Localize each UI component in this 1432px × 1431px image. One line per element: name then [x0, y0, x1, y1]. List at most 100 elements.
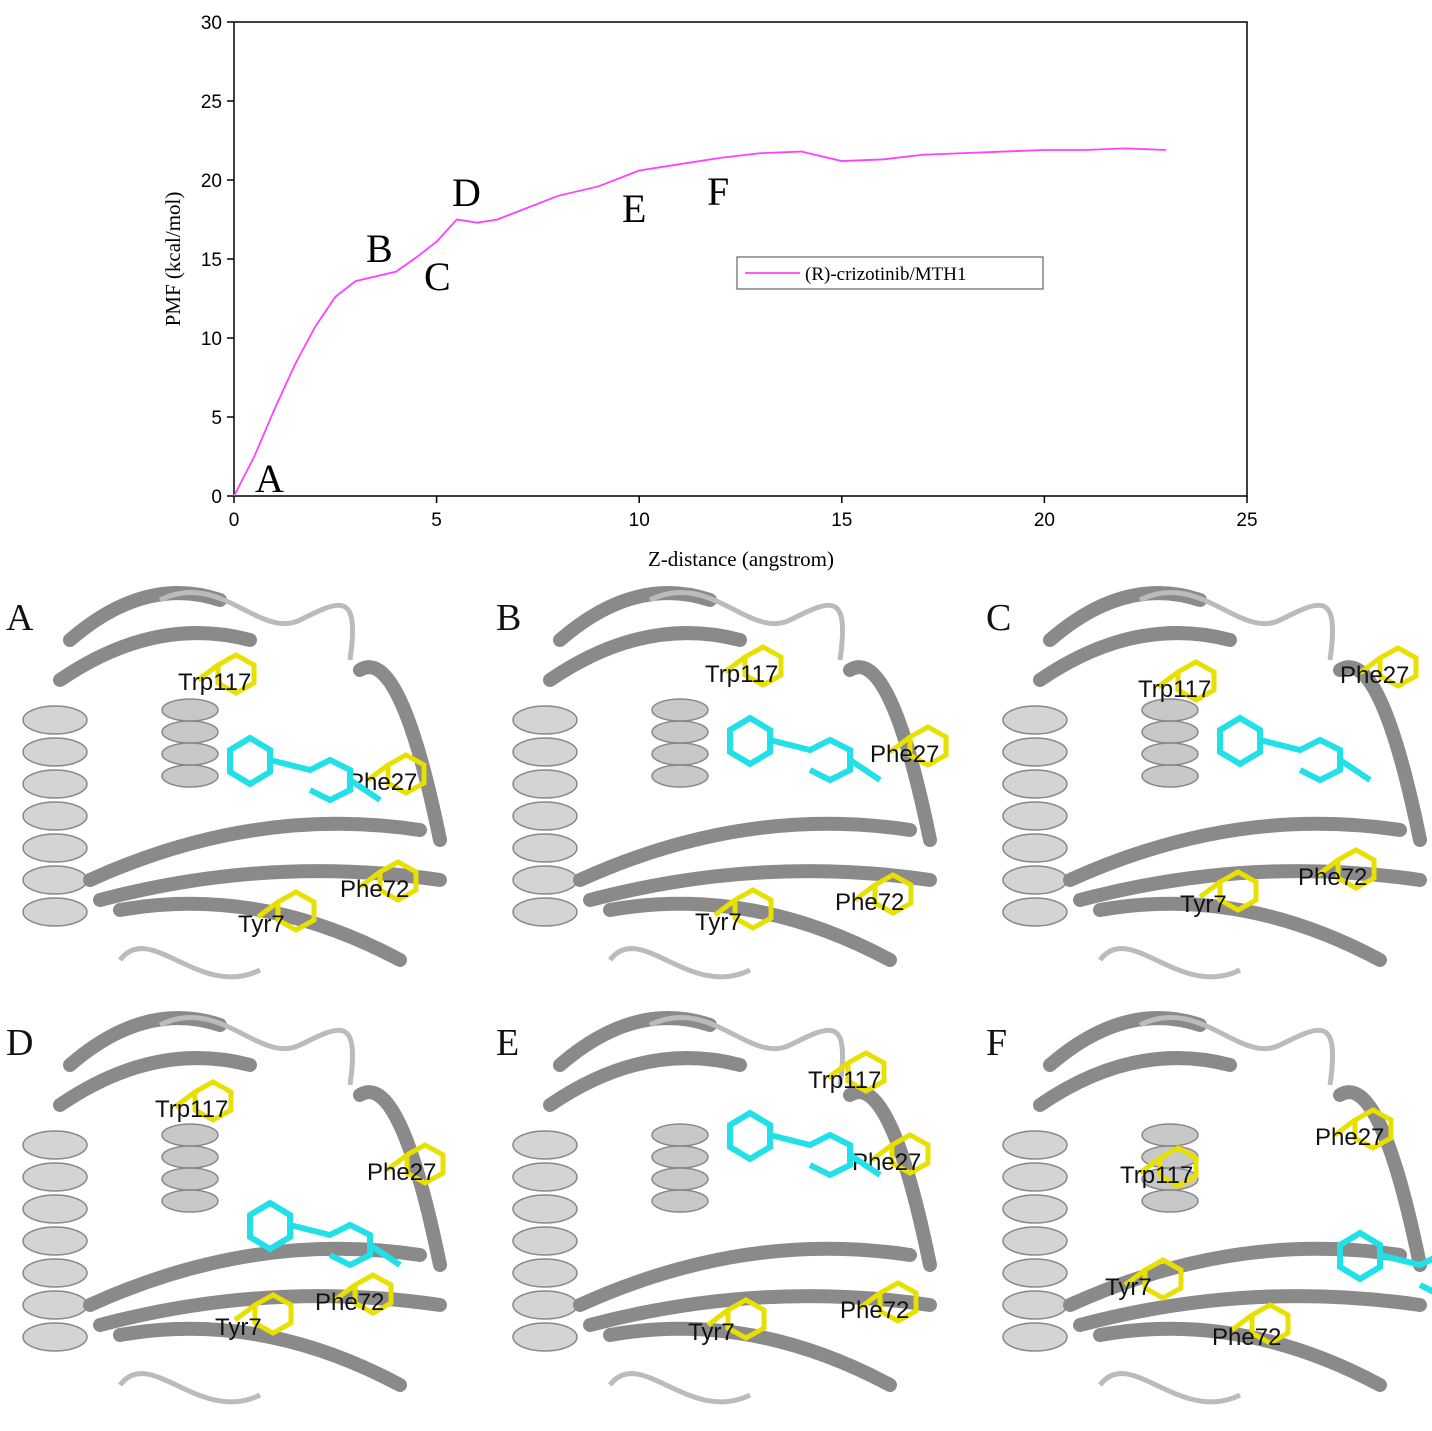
- panel-letter: D: [6, 1022, 33, 1064]
- helix-turn: [512, 833, 578, 863]
- residue-sticks: [826, 1050, 887, 1094]
- helix-turn: [22, 705, 88, 735]
- residue-sticks: [853, 872, 914, 916]
- helix-turn: [1002, 1322, 1068, 1352]
- helix-turn: [1002, 1194, 1068, 1224]
- residue-sticks: [1333, 1107, 1394, 1151]
- residue-label: Trp117: [155, 1096, 228, 1123]
- curve-annotation: E: [622, 186, 646, 231]
- residue-sticks: [1358, 645, 1419, 689]
- helix-turn: [512, 865, 578, 895]
- helix-turn: [161, 698, 219, 722]
- beta-strand: [543, 1051, 747, 1112]
- helix-turn: [651, 1189, 709, 1213]
- residue-label: Tyr7: [688, 1319, 735, 1346]
- residue-sticks: [385, 1142, 446, 1186]
- y-tick-label: 10: [201, 329, 222, 350]
- helix-turn: [161, 1189, 219, 1213]
- helix-turn: [512, 801, 578, 831]
- residue-sticks: [706, 1297, 767, 1341]
- residue-label: Tyr7: [215, 1314, 262, 1341]
- residue-sticks: [888, 724, 949, 768]
- residue-sticks: [723, 644, 784, 688]
- residue-label: Tyr7: [238, 911, 285, 938]
- residue-sticks: [366, 752, 427, 796]
- x-tick-label: 20: [1034, 510, 1055, 531]
- panel-letter: B: [496, 597, 521, 639]
- loop: [118, 946, 262, 980]
- helix-turn: [1002, 1226, 1068, 1256]
- y-tick-label: 0: [211, 487, 222, 508]
- helix-turn: [1002, 769, 1068, 799]
- y-tick-label: 15: [201, 250, 222, 271]
- y-tick-label: 20: [201, 171, 222, 192]
- helix-turn: [1141, 764, 1199, 788]
- beta-strand: [1333, 660, 1427, 847]
- helix-turn: [651, 742, 709, 766]
- residue-label: Phe72: [315, 1289, 384, 1316]
- residue-sticks: [1316, 847, 1377, 891]
- ligand-sticks: [727, 714, 882, 784]
- residue-label: Phe72: [340, 876, 409, 903]
- helix-turn: [512, 1162, 578, 1192]
- structure-panel: Phe27 Trp117 Tyr7 Phe72 F: [980, 1005, 1432, 1430]
- helix-turn: [1141, 720, 1199, 744]
- helix-turn: [512, 1130, 578, 1160]
- ligand-sticks: [1217, 714, 1372, 784]
- residue-label: Trp117: [808, 1067, 881, 1094]
- panel-letter: F: [986, 1022, 1007, 1064]
- beta-strand: [843, 1085, 937, 1272]
- residue-sticks: [713, 887, 774, 931]
- helix-turn: [22, 897, 88, 927]
- beta-strand: [1063, 1241, 1407, 1312]
- helix-turn: [161, 764, 219, 788]
- beta-strand: [1073, 1289, 1427, 1332]
- helix-turn: [22, 1130, 88, 1160]
- helix-turn: [512, 1290, 578, 1320]
- residue-label: Phe27: [1315, 1124, 1384, 1151]
- residue-sticks: [358, 859, 419, 903]
- curve-annotation: B: [366, 226, 393, 271]
- structure-panel: Trp117 Phe27 Phe72 Tyr7 A: [0, 580, 477, 1005]
- beta-strand: [843, 660, 937, 847]
- y-tick-label: 30: [201, 13, 222, 34]
- helix-turn: [22, 737, 88, 767]
- helix-turn: [512, 1322, 578, 1352]
- residue-sticks: [173, 1079, 234, 1123]
- helix-turn: [22, 1162, 88, 1192]
- residue-label: Phe72: [1212, 1324, 1281, 1351]
- helix-turn: [1141, 742, 1199, 766]
- residue-sticks: [870, 1132, 931, 1176]
- structure-panel: Trp117 Phe27 Phe72 Tyr7 C: [980, 580, 1432, 1005]
- helix-turn: [22, 1322, 88, 1352]
- beta-strand: [53, 1051, 257, 1112]
- loop: [1138, 1015, 1336, 1086]
- beta-strand: [543, 626, 747, 687]
- residue-label: Phe27: [348, 769, 417, 796]
- helix-turn: [22, 833, 88, 863]
- helix-turn: [512, 705, 578, 735]
- residue-label: Phe72: [835, 889, 904, 916]
- beta-strand: [1333, 1085, 1427, 1272]
- helix-turn: [1002, 1130, 1068, 1160]
- helix-turn: [1002, 1162, 1068, 1192]
- panel-letter: C: [986, 597, 1011, 639]
- residue-sticks: [1156, 659, 1217, 703]
- curve-annotation: F: [707, 169, 729, 214]
- loop: [1098, 946, 1242, 980]
- x-tick-label: 15: [831, 510, 852, 531]
- helix-turn: [161, 720, 219, 744]
- residue-label: Trp117: [178, 669, 251, 696]
- ligand-sticks: [227, 734, 382, 804]
- residue-label: Phe27: [870, 741, 939, 768]
- y-tick-label: 5: [211, 408, 222, 429]
- residue-label: Tyr7: [695, 909, 742, 936]
- loop: [648, 1015, 846, 1086]
- residue-sticks: [256, 889, 317, 933]
- beta-strand: [1033, 1051, 1237, 1112]
- beta-strand: [53, 626, 257, 687]
- beta-strand: [93, 864, 447, 907]
- helix-turn: [1002, 833, 1068, 863]
- residue-label: Trp117: [1120, 1162, 1193, 1189]
- residue-label: Tyr7: [1105, 1274, 1152, 1301]
